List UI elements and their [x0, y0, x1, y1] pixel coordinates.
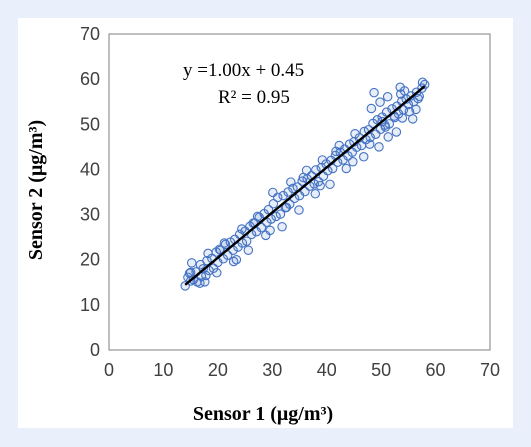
x-tick-label: 60: [426, 360, 446, 380]
data-point: [350, 129, 360, 139]
data-point: [275, 209, 286, 219]
data-point: [380, 122, 391, 132]
equation-annotation: y =1.00x + 0.45: [183, 60, 304, 81]
chart-panel: 0 10 20 30 40 50 60 70 0 10 20 30 40 50 60 70 y =1.00x…: [18, 18, 513, 428]
x-tick-label: 30: [262, 360, 282, 380]
x-tick-label: 40: [317, 360, 337, 380]
data-point: [212, 268, 222, 278]
x-tick-label: 50: [371, 360, 391, 380]
data-point: [365, 132, 376, 143]
scatter-chart: 0 10 20 30 40 50 60 70 0 10 20 30 40 50 60 70 y =1.00x…: [25, 24, 500, 425]
y-tick-label: 20: [80, 250, 100, 270]
data-point: [237, 224, 247, 234]
r-squared-annotation: R² = 0.95: [218, 87, 290, 108]
data-point: [331, 146, 341, 157]
data-point: [310, 189, 321, 199]
data-point: [358, 152, 369, 162]
data-point: [252, 211, 263, 222]
data-point: [200, 277, 210, 287]
data-point: [417, 77, 428, 88]
data-point: [366, 103, 377, 114]
data-point: [271, 211, 281, 222]
data-point: [186, 258, 197, 268]
data-point: [317, 155, 328, 165]
data-point: [348, 157, 358, 167]
data-point: [389, 112, 400, 123]
x-axis-title: Sensor 1 (μg/m³): [193, 403, 333, 425]
data-point: [268, 187, 278, 198]
data-point: [278, 190, 288, 201]
regression-line: [184, 85, 426, 286]
data-point: [241, 236, 252, 246]
data-point: [382, 91, 393, 102]
x-tick-label: 20: [208, 360, 228, 380]
data-point: [395, 82, 405, 93]
data-point: [391, 127, 402, 137]
y-tick-label: 0: [90, 340, 100, 360]
data-point: [214, 244, 225, 255]
x-tick-label: 0: [104, 360, 114, 380]
x-tick-labels: 0 10 20 30 40 50 60 70: [104, 360, 500, 380]
data-point: [184, 268, 195, 279]
data-point: [325, 179, 335, 190]
data-point: [268, 198, 279, 209]
y-tick-label: 60: [80, 69, 100, 89]
data-point: [277, 222, 287, 232]
x-tick-label: 70: [480, 360, 500, 380]
data-point: [413, 93, 423, 104]
y-tick-label: 50: [80, 114, 100, 134]
data-point: [202, 255, 212, 266]
data-point: [231, 254, 242, 265]
data-point: [281, 202, 292, 213]
fit-line-layer: [184, 85, 426, 286]
y-tick-label: 10: [80, 295, 100, 315]
data-point: [283, 187, 293, 197]
data-point: [374, 142, 384, 152]
data-point: [375, 97, 385, 107]
data-point: [315, 180, 325, 191]
data-point: [395, 89, 406, 99]
data-point: [243, 245, 254, 255]
y-tick-label: 70: [80, 24, 100, 44]
plot-area-frame: [108, 33, 491, 351]
data-point: [397, 113, 408, 123]
data-point: [286, 177, 296, 187]
x-tick-label: 10: [153, 360, 173, 380]
data-point: [294, 205, 304, 215]
data-point: [341, 163, 352, 174]
data-point: [298, 172, 309, 183]
data-point: [219, 238, 230, 248]
data-point: [265, 225, 275, 236]
data-point: [369, 87, 379, 98]
y-tick-label: 40: [80, 159, 100, 179]
y-tick-label: 30: [80, 205, 100, 225]
data-point: [327, 163, 338, 174]
y-axis-title: Sensor 2 (μg/m³): [25, 120, 47, 260]
data-point: [364, 139, 375, 149]
y-tick-labels: 0 10 20 30 40 50 60 70: [80, 24, 100, 360]
data-point: [383, 132, 393, 142]
data-point: [203, 248, 213, 259]
data-point: [311, 165, 321, 175]
data-point: [404, 106, 415, 117]
